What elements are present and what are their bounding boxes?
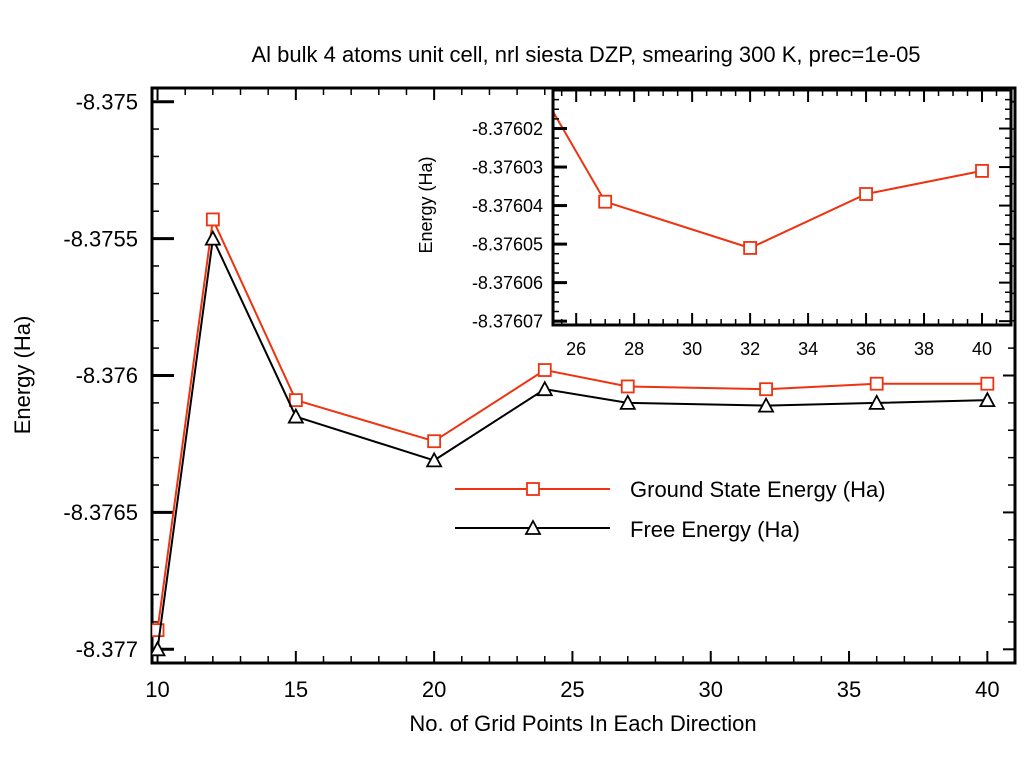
main-x-tick-label: 30 [698,677,722,702]
inset-background [553,90,1011,325]
main-point-square [869,376,884,391]
inset-plot-frame [551,88,1013,327]
main-point-triangle [287,407,305,424]
main-y-ticks: -8.375 -8.3755 -8.376 -8.3765 -8.377 [63,89,1015,662]
inset-x-ticks: 26 28 30 32 34 36 38 40 [560,90,998,359]
main-point-triangle [868,393,886,410]
chart-title: Al bulk 4 atoms unit cell, nrl siesta DZ… [251,42,920,67]
main-x-tick-label: 20 [422,677,446,702]
main-y-tick-label: -8.3755 [63,226,138,251]
inset-y-tick-label: -8.37604 [472,196,543,216]
inset-x-tick-label: 38 [914,339,934,359]
main-point-triangle [204,229,222,246]
inset-y-axis-label: Energy (Ha) [416,156,436,253]
y-axis-label: Energy (Ha) [10,316,35,435]
main-point-triangle [619,393,637,410]
legend-marker-ground-state [526,482,540,496]
main-x-tick-label: 35 [837,677,861,702]
main-point-square [980,376,995,391]
inset-point-square [975,164,989,178]
legend-label-free-energy: Free Energy (Ha) [630,517,800,542]
main-point-square [152,623,165,638]
main-point-square [620,379,635,394]
inset-x-tick-label: 34 [798,339,818,359]
legend-marker-free-energy [524,519,542,535]
inset-x-tick-label: 28 [624,339,644,359]
main-point-triangle [978,391,996,408]
main-x-tick-label: 40 [975,677,999,702]
inset-x-tick-label: 40 [972,339,992,359]
inset-point-square [859,187,873,201]
main-point-square [288,393,303,408]
main-x-tick-label: 15 [284,677,308,702]
inset-y-tick-label: -8.37606 [472,273,543,293]
legend: Ground State Energy (Ha) Free Energy (Ha… [455,477,886,542]
legend-label-ground-state: Ground State Energy (Ha) [630,477,886,502]
main-x-tick-label: 25 [560,677,584,702]
main-point-square [427,434,442,449]
main-point-triangle [152,640,167,657]
inset-x-tick-label: 36 [856,339,876,359]
inset-y-tick-label: -8.37607 [472,311,543,331]
main-point-triangle [425,451,443,468]
main-series-group [152,212,996,657]
inset-point-square [743,241,758,255]
main-y-tick-label: -8.3765 [63,500,138,525]
main-point-square [759,382,773,397]
main-x-tick-label: 10 [145,677,169,702]
main-point-square [205,212,220,227]
inset-y-tick-label: -8.37605 [472,234,543,254]
inset-point-square [598,194,613,209]
main-y-tick-label: -8.376 [76,363,138,388]
inset-y-tick-label: -8.37602 [472,119,543,139]
inset-x-tick-label: 30 [682,339,702,359]
main-point-triangle [757,396,775,413]
inset-y-tick-label: -8.37603 [472,157,543,177]
main-y-tick-label: -8.377 [76,637,138,662]
inset-x-tick-label: 26 [566,339,586,359]
x-axis-label: No. of Grid Points In Each Direction [409,711,756,736]
main-point-square [537,363,552,377]
main-point-triangle [536,380,554,397]
inset-y-ticks: -8.37602 -8.37603 -8.37604 -8.37605 -8.37606… [472,98,1011,331]
inset-series-group [553,109,989,255]
inset-x-tick-label: 32 [740,339,760,359]
main-y-tick-label: -8.375 [76,89,138,114]
